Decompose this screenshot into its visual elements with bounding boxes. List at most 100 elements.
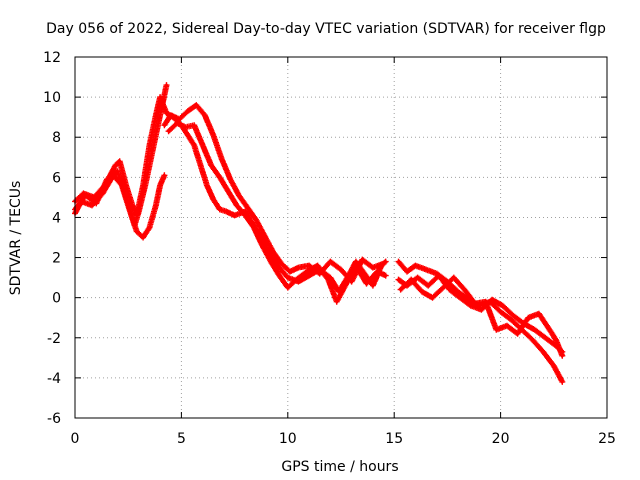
data-point [158,95,162,99]
data-point [405,270,409,274]
data-point [192,143,196,147]
data-point [316,264,320,268]
x-tick-label: 25 [598,431,616,447]
y-tick-label: 4 [52,210,61,226]
data-point [371,284,375,288]
data-point [243,213,247,217]
data-point [479,308,483,312]
data-point [116,169,120,173]
data-point [154,113,158,117]
y-tick-label: -6 [47,411,61,427]
data-point [431,296,435,300]
y-tick-label: 10 [43,90,61,106]
data-point [165,83,169,87]
data-point [484,300,488,304]
data-point [233,213,237,217]
data-point [235,203,239,207]
data-point [162,173,166,177]
data-point [501,304,505,308]
data-point [262,233,266,237]
data-point [252,225,256,229]
x-tick-label: 5 [177,431,186,447]
data-point [360,258,364,262]
data-point [511,314,515,318]
data-point [409,278,413,282]
data-point [94,201,98,205]
data-point [277,274,281,278]
data-point [365,282,369,286]
data-point [354,260,358,264]
data-point [441,286,445,290]
data-point [424,268,428,272]
data-point [552,364,556,368]
data-point [354,264,358,268]
data-point [548,328,552,332]
data-point [560,354,564,358]
plot-area [72,82,566,385]
data-point [186,109,190,113]
data-point [211,197,215,201]
series-track-4 [161,102,387,285]
data-point [218,175,222,179]
data-point [537,312,541,316]
data-point [128,209,132,213]
data-point [84,193,88,197]
data-point [203,113,207,117]
data-point [135,213,139,217]
x-axis-label: GPS time / hours [281,459,398,475]
y-tick-label: 2 [52,251,61,267]
data-point [167,129,171,133]
data-point [218,207,222,211]
data-point [192,123,196,127]
data-point [141,183,145,187]
data-point [288,270,292,274]
x-tick-label: 20 [492,431,510,447]
data-point [328,260,332,264]
series-track-8 [397,274,566,359]
data-point [254,217,258,221]
data-point [339,268,343,272]
data-point [205,183,209,187]
data-point [416,276,420,280]
data-point [305,270,309,274]
data-point [228,177,232,181]
data-point [499,310,503,314]
series-track-5 [165,120,389,305]
data-point [135,229,139,233]
data-point [271,250,275,254]
data-point [186,133,190,137]
data-point [413,264,417,268]
data-point [156,123,160,127]
data-point [399,288,403,292]
data-point [384,274,388,278]
data-point [237,193,241,197]
data-point [456,290,460,294]
data-point [277,266,281,270]
data-point [105,177,109,181]
data-point [505,324,509,328]
data-point [296,266,300,270]
data-point [448,288,452,292]
data-point [375,270,379,274]
data-point [177,117,181,121]
data-point [473,302,477,306]
data-point [118,159,122,163]
y-tick-label: -4 [47,371,61,387]
data-point [509,318,513,322]
data-point [260,244,264,248]
data-point [175,121,179,125]
x-tick-label: 10 [279,431,297,447]
data-point [220,157,224,161]
data-point [382,262,386,266]
plot-border [74,56,608,419]
data-point [90,203,94,207]
data-point [396,278,400,282]
y-tick-label: 12 [43,50,61,66]
data-point [426,284,430,288]
data-point [458,296,462,300]
data-point [269,260,273,264]
data-point [162,123,166,127]
data-point [165,111,169,115]
data-point [169,113,173,117]
